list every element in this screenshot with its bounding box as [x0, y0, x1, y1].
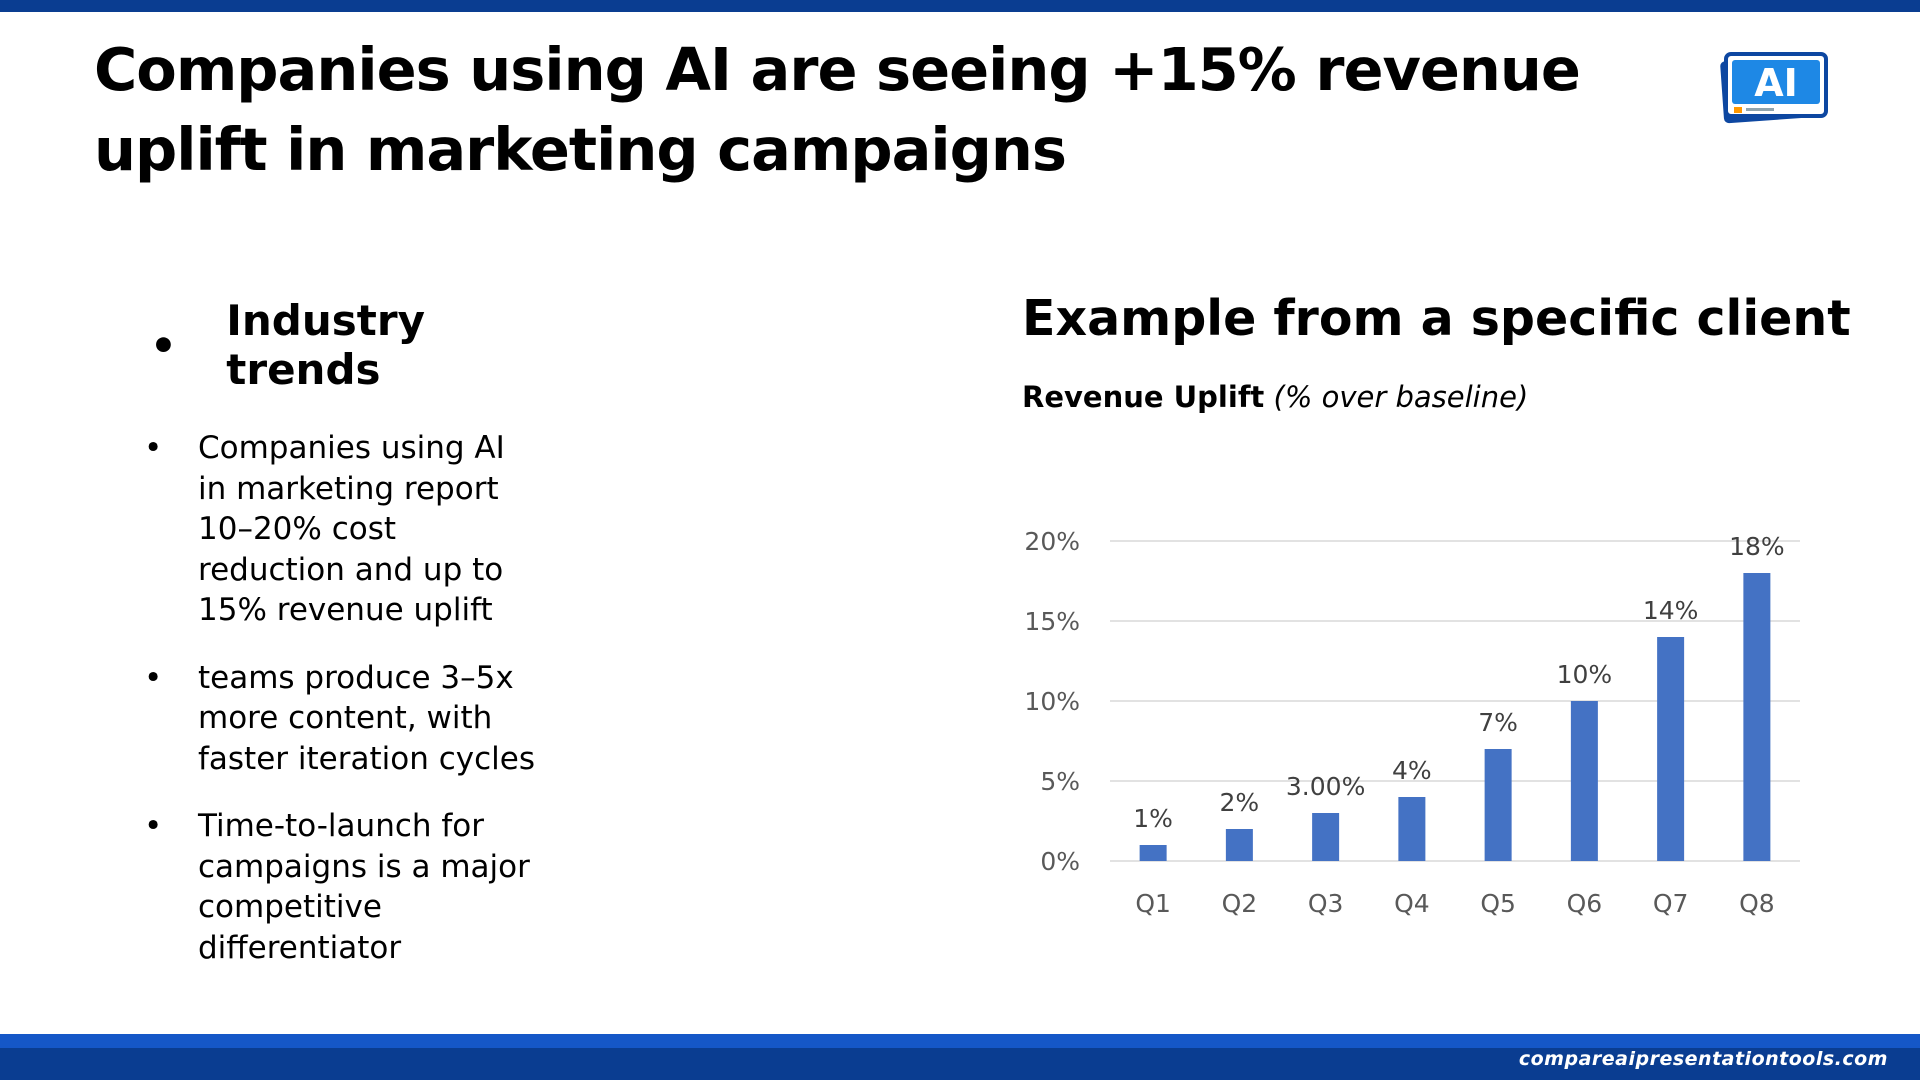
footer-url: compareaipresentationtools.com — [1518, 1048, 1888, 1070]
data-label: 10% — [1557, 660, 1613, 689]
industry-trends-heading: • Industry trends — [140, 296, 560, 394]
data-label: 3.00% — [1286, 772, 1365, 801]
x-tick-label: Q8 — [1739, 889, 1775, 918]
x-tick-label: Q3 — [1308, 889, 1344, 918]
y-tick-label: 5% — [1040, 767, 1080, 796]
logo-text: AI — [1754, 61, 1798, 105]
bullet-icon: • — [144, 430, 163, 466]
top-accent-bar — [0, 0, 1920, 12]
data-label: 4% — [1392, 756, 1432, 785]
chart-subtitle-bold: Revenue Uplift — [1022, 380, 1265, 414]
data-label: 2% — [1220, 788, 1260, 817]
bar-q6 — [1570, 701, 1598, 861]
ai-logo-icon: AI — [1716, 44, 1832, 126]
y-tick-label: 10% — [1024, 687, 1080, 716]
data-label: 1% — [1133, 804, 1173, 833]
data-label: 18% — [1729, 532, 1785, 561]
bar-q4 — [1398, 797, 1426, 861]
industry-trends-label: Industry trends — [226, 296, 425, 394]
list-item-text: Companies using AI in marketing report 1… — [198, 430, 505, 628]
data-label: 14% — [1643, 596, 1699, 625]
bullet-icon: • — [144, 659, 163, 696]
list-item: • teams produce 3–5x more content, with … — [140, 658, 560, 780]
x-tick-label: Q4 — [1394, 889, 1430, 918]
x-tick-label: Q2 — [1222, 889, 1258, 918]
x-tick-label: Q7 — [1653, 889, 1689, 918]
list-item: • Companies using AI in marketing report… — [140, 428, 560, 631]
bullet-icon: • — [144, 808, 163, 844]
x-tick-label: Q6 — [1567, 889, 1603, 918]
bullet-icon: • — [150, 320, 177, 370]
list-item: • Time-to-launch for campaigns is a majo… — [140, 806, 560, 968]
client-example-heading: Example from a specific client — [1022, 290, 1851, 347]
x-tick-label: Q5 — [1480, 889, 1516, 918]
y-tick-label: 0% — [1040, 847, 1080, 876]
bar-q8 — [1743, 573, 1771, 861]
chart-subtitle: Revenue Uplift (% over baseline) — [1022, 380, 1528, 414]
bar-q5 — [1484, 749, 1512, 861]
y-tick-label: 20% — [1024, 527, 1080, 556]
list-item-text: Time-to-launch for campaigns is a major … — [198, 808, 530, 966]
chart-subtitle-italic: (% over baseline) — [1273, 380, 1529, 414]
bar-q2 — [1225, 829, 1253, 861]
slide-title: Companies using AI are seeing +15% reven… — [94, 35, 1581, 184]
bar-q3 — [1312, 813, 1340, 861]
x-tick-label: Q1 — [1135, 889, 1171, 918]
data-label: 7% — [1478, 708, 1518, 737]
trends-list: • Companies using AI in marketing report… — [140, 428, 560, 968]
list-item-text: teams produce 3–5x more content, with fa… — [198, 659, 535, 777]
bar-q1 — [1139, 845, 1167, 861]
revenue-uplift-bar-chart: 0% 5% 10% 15% 20% 1% Q1 2% Q2 3.00% Q3 4% Q4 7% Q5 10% Q… — [1024, 527, 1800, 918]
y-tick-label: 15% — [1024, 607, 1080, 636]
bottom-accent-bar — [0, 1034, 1920, 1080]
industry-trends-column: • Industry trends • Companies using AI i… — [140, 296, 560, 995]
bar-q7 — [1657, 637, 1685, 861]
